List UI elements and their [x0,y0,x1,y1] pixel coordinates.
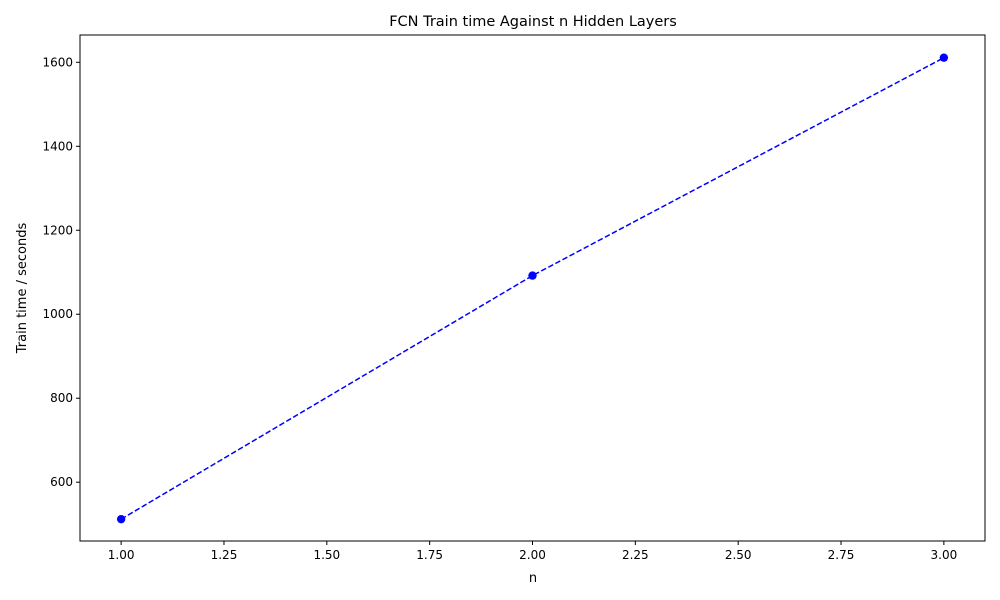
y-tick-label: 1600 [42,55,73,69]
x-axis-label: n [529,571,537,586]
x-tick-label: 2.50 [725,548,752,562]
x-tick-label: 3.00 [931,548,958,562]
data-point [116,514,126,524]
series-points [116,53,949,524]
x-axis: 1.00 1.25 1.50 1.75 2.00 2.25 2.50 2.75 3.00 [108,541,957,562]
series-line [120,57,945,520]
x-tick-label: 1.00 [108,548,135,562]
plot-area [79,34,986,542]
x-tick-label: 2.75 [828,548,855,562]
y-tick-label: 1400 [42,139,73,153]
y-tick-label: 1000 [42,307,73,321]
x-tick-label: 2.00 [519,548,546,562]
chart-title: FCN Train time Against n Hidden Layers [389,14,677,30]
y-axis: 600 800 1000 1200 1400 1600 [42,55,80,489]
data-point [939,53,949,62]
y-axis-label: Train time / seconds [15,223,30,355]
x-tick-label: 1.50 [313,548,340,562]
y-tick-label: 800 [50,391,73,405]
y-tick-label: 1200 [42,223,73,237]
data-point [528,271,537,280]
x-tick-label: 1.75 [416,548,443,562]
x-tick-label: 1.25 [211,548,238,562]
x-tick-label: 2.25 [622,548,649,562]
y-tick-label: 600 [50,475,73,489]
